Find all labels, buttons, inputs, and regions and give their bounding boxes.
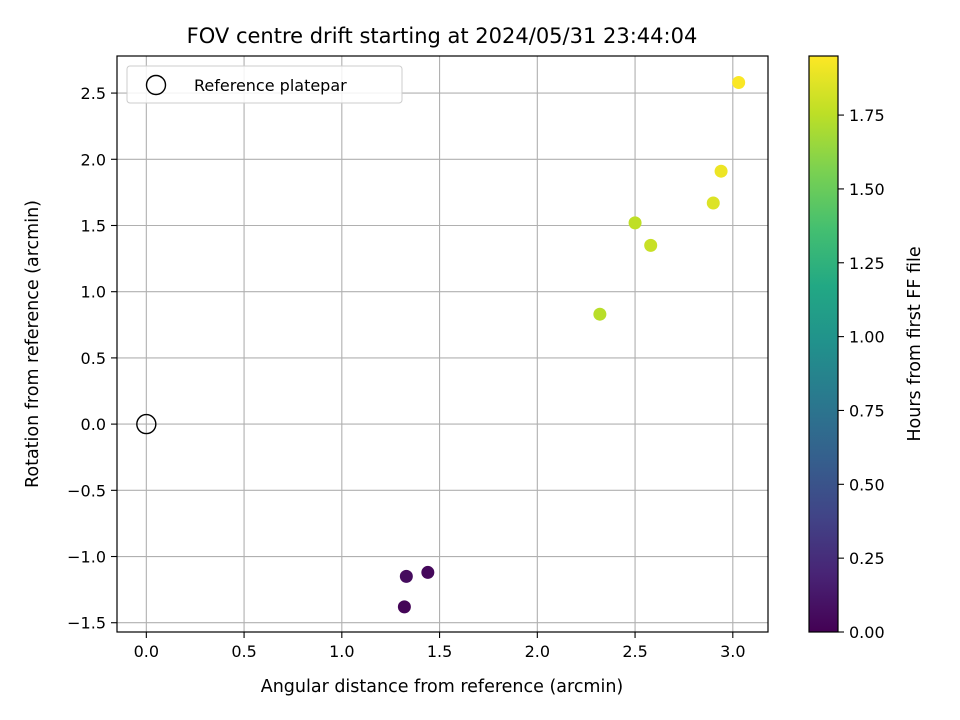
colorbar-tick-label: 1.75 [849, 106, 885, 125]
data-points [397, 75, 746, 614]
data-point [714, 164, 728, 178]
colorbar-tick-label: 0.00 [849, 623, 885, 642]
grid-lines [117, 56, 768, 632]
colorbar-title: Hours from first FF file [905, 246, 925, 441]
y-tick-label: 2.0 [81, 150, 106, 169]
y-tick-label: 2.5 [81, 84, 106, 103]
y-tick-label: −1.5 [67, 614, 106, 633]
x-tick-label: 1.0 [329, 642, 354, 661]
y-tick-label: −1.0 [67, 548, 106, 567]
x-tick-label: 2.5 [622, 642, 647, 661]
plot-frame [116, 55, 769, 633]
legend-reference-label: Reference platepar [194, 76, 347, 95]
x-tick-label: 2.0 [525, 642, 550, 661]
x-axis-title: Angular distance from reference (arcmin) [261, 677, 624, 697]
data-point [732, 75, 746, 89]
data-point [397, 600, 411, 614]
colorbar-tick-label: 1.50 [849, 180, 885, 199]
y-axis-title: Rotation from reference (arcmin) [23, 200, 43, 488]
data-point [644, 238, 658, 252]
y-tick-label: 1.5 [81, 216, 106, 235]
colorbar-frame [808, 55, 839, 633]
data-point [706, 196, 720, 210]
legend-reference-marker [145, 74, 167, 96]
colorbar-ticks: 0.00 0.25 0.50 0.75 1.00 1.25 1.50 1.75 [838, 106, 885, 642]
colorbar-tick-label: 0.25 [849, 549, 885, 568]
colorbar-tick-label: 1.00 [849, 328, 885, 347]
colorbar-tick-label: 0.75 [849, 401, 885, 420]
x-tick-label: 0.0 [134, 642, 159, 661]
data-point [593, 307, 607, 321]
y-tick-label: −0.5 [67, 481, 106, 500]
y-tick-label: 0.5 [81, 349, 106, 368]
data-point [628, 216, 642, 230]
y-axis-ticks: −1.5 −1.0 −0.5 0.0 0.5 1.0 1.5 2.0 2.5 [67, 84, 117, 633]
colorbar-tick-label: 1.25 [849, 254, 885, 273]
data-point [421, 565, 435, 579]
y-tick-label: 0.0 [81, 415, 106, 434]
legend: Reference platepar [126, 65, 403, 104]
x-tick-label: 3.0 [720, 642, 745, 661]
reference-marker-group [136, 413, 157, 435]
x-axis-ticks: 0.0 0.5 1.0 1.5 2.0 2.5 3.0 [134, 632, 746, 661]
reference-platepar-marker [136, 413, 157, 435]
x-tick-label: 0.5 [231, 642, 256, 661]
x-tick-label: 1.5 [427, 642, 452, 661]
data-point [399, 569, 413, 583]
y-tick-label: 1.0 [81, 283, 106, 302]
colorbar-gradient [809, 56, 838, 632]
legend-box [126, 65, 403, 104]
colorbar-tick-label: 0.50 [849, 475, 885, 494]
chart-title: FOV centre drift starting at 2024/05/31 … [187, 24, 698, 48]
